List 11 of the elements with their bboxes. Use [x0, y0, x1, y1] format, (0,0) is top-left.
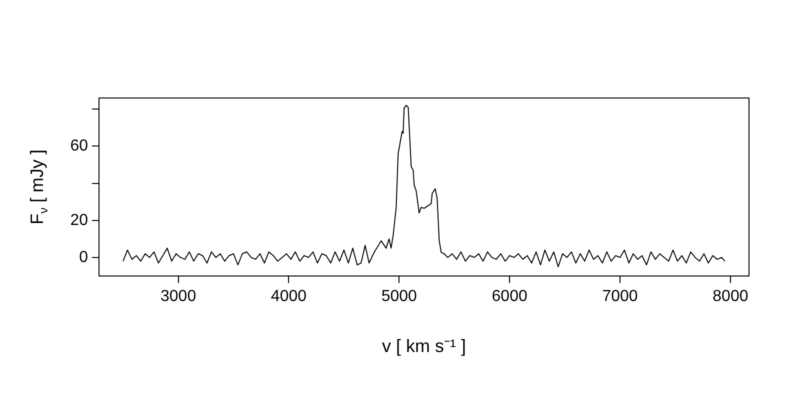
x-tick-label: 7000 — [602, 288, 638, 306]
y-tick-label: 0 — [79, 248, 88, 266]
x-tick-label: 8000 — [712, 288, 748, 306]
x-tick-label: 6000 — [492, 288, 528, 306]
y-axis-title: Fν [ mJy ] — [26, 150, 50, 224]
y-tick-label: 60 — [70, 138, 88, 155]
y-tick-label: 20 — [70, 212, 88, 229]
x-tick-label: 5000 — [381, 288, 418, 306]
x-tick-label: 3000 — [160, 288, 196, 306]
x-tick-label: 4000 — [270, 288, 307, 306]
x-axis-title: v [ km s⁻¹ ] — [382, 336, 466, 356]
